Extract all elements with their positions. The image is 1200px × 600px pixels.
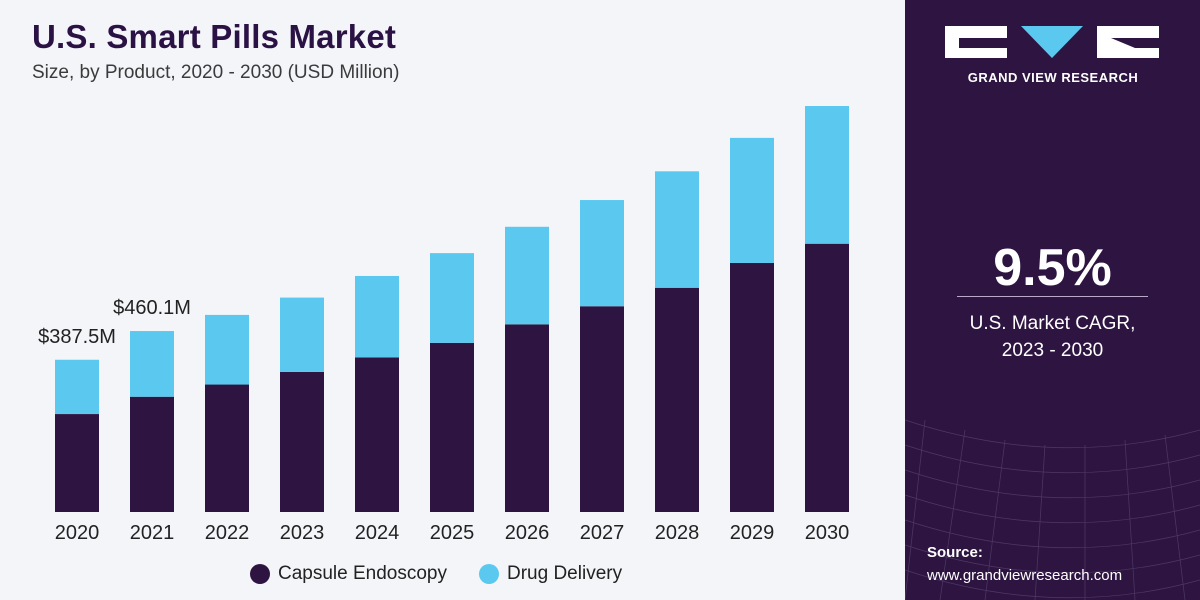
bars-group bbox=[55, 106, 849, 512]
bar-capsule-endoscopy-2021 bbox=[130, 396, 174, 512]
labels-group: 2020 2021 2022 2023 2024 2025 2026 2027 2028 2029… bbox=[38, 297, 849, 544]
bar-drug-delivery-2023 bbox=[280, 297, 324, 372]
bar-capsule-endoscopy-2025 bbox=[430, 342, 474, 512]
bar-drug-delivery-2025 bbox=[430, 253, 474, 343]
legend-item-drug-delivery: Drug Delivery bbox=[479, 563, 622, 585]
bar-drug-delivery-2021 bbox=[130, 331, 174, 397]
x-tick-label-2024: 2024 bbox=[355, 522, 400, 544]
x-tick-label-2025: 2025 bbox=[430, 522, 475, 544]
bar-capsule-endoscopy-2026 bbox=[505, 324, 549, 512]
x-tick-label-2020: 2020 bbox=[55, 522, 100, 544]
side-panel: GRAND VIEW RESEARCH 9.5% U.S. Market CAG… bbox=[905, 0, 1200, 600]
legend-item-capsule-endoscopy: Capsule Endoscopy bbox=[250, 563, 447, 585]
bar-drug-delivery-2029 bbox=[730, 137, 774, 263]
legend-swatch-capsule-endoscopy bbox=[250, 564, 270, 584]
legend: Capsule Endoscopy Drug Delivery bbox=[250, 563, 654, 585]
bar-drug-delivery-2027 bbox=[580, 200, 624, 307]
data-label-2021: $460.1M bbox=[113, 297, 191, 319]
source-url: www.grandviewresearch.com bbox=[927, 567, 1123, 584]
cagr-divider bbox=[957, 296, 1148, 297]
bar-drug-delivery-2022 bbox=[205, 314, 249, 385]
x-tick-label-2023: 2023 bbox=[280, 522, 325, 544]
bar-drug-delivery-2030 bbox=[805, 106, 849, 244]
bar-capsule-endoscopy-2028 bbox=[655, 287, 699, 512]
x-tick-label-2027: 2027 bbox=[580, 522, 625, 544]
x-tick-label-2029: 2029 bbox=[730, 522, 775, 544]
legend-label-capsule-endoscopy: Capsule Endoscopy bbox=[278, 563, 447, 584]
bar-capsule-endoscopy-2020 bbox=[55, 414, 99, 512]
chart-panel: U.S. Smart Pills Market Size, by Product… bbox=[32, 18, 850, 585]
cagr-value: 9.5% bbox=[993, 239, 1112, 297]
bar-capsule-endoscopy-2027 bbox=[580, 306, 624, 512]
cagr-label: U.S. Market CAGR, 2023 - 2030 bbox=[905, 310, 1200, 364]
bar-chart: 2020 2021 2022 2023 2024 2025 2026 2027 2028 2029… bbox=[38, 106, 849, 544]
x-tick-label-2030: 2030 bbox=[805, 522, 850, 544]
chart-title: U.S. Smart Pills Market bbox=[32, 18, 397, 55]
bar-capsule-endoscopy-2023 bbox=[280, 371, 324, 512]
bar-capsule-endoscopy-2030 bbox=[805, 243, 849, 512]
legend-label-drug-delivery: Drug Delivery bbox=[507, 563, 623, 584]
x-tick-label-2022: 2022 bbox=[205, 522, 250, 544]
bar-drug-delivery-2026 bbox=[505, 226, 549, 325]
cagr-label-line1: U.S. Market CAGR, bbox=[969, 313, 1136, 334]
x-tick-label-2028: 2028 bbox=[655, 522, 700, 544]
bar-capsule-endoscopy-2024 bbox=[355, 357, 399, 512]
grid-decoration bbox=[905, 419, 1200, 600]
bar-capsule-endoscopy-2022 bbox=[205, 384, 249, 512]
bar-capsule-endoscopy-2029 bbox=[730, 262, 774, 512]
bar-drug-delivery-2024 bbox=[355, 275, 399, 358]
x-tick-label-2026: 2026 bbox=[505, 522, 550, 544]
legend-swatch-drug-delivery bbox=[479, 564, 499, 584]
source-title: Source: bbox=[927, 544, 983, 561]
cagr-label-line2: 2023 - 2030 bbox=[1001, 340, 1104, 361]
bar-drug-delivery-2028 bbox=[655, 171, 699, 288]
chart-subtitle: Size, by Product, 2020 - 2030 (USD Milli… bbox=[32, 62, 400, 83]
x-tick-label-2021: 2021 bbox=[130, 522, 175, 544]
logo-mark-icon bbox=[945, 26, 1159, 58]
logo: GRAND VIEW RESEARCH bbox=[945, 24, 1161, 94]
brand-name: GRAND VIEW RESEARCH bbox=[967, 70, 1139, 85]
bar-drug-delivery-2020 bbox=[55, 359, 99, 415]
data-label-2020: $387.5M bbox=[38, 326, 116, 348]
